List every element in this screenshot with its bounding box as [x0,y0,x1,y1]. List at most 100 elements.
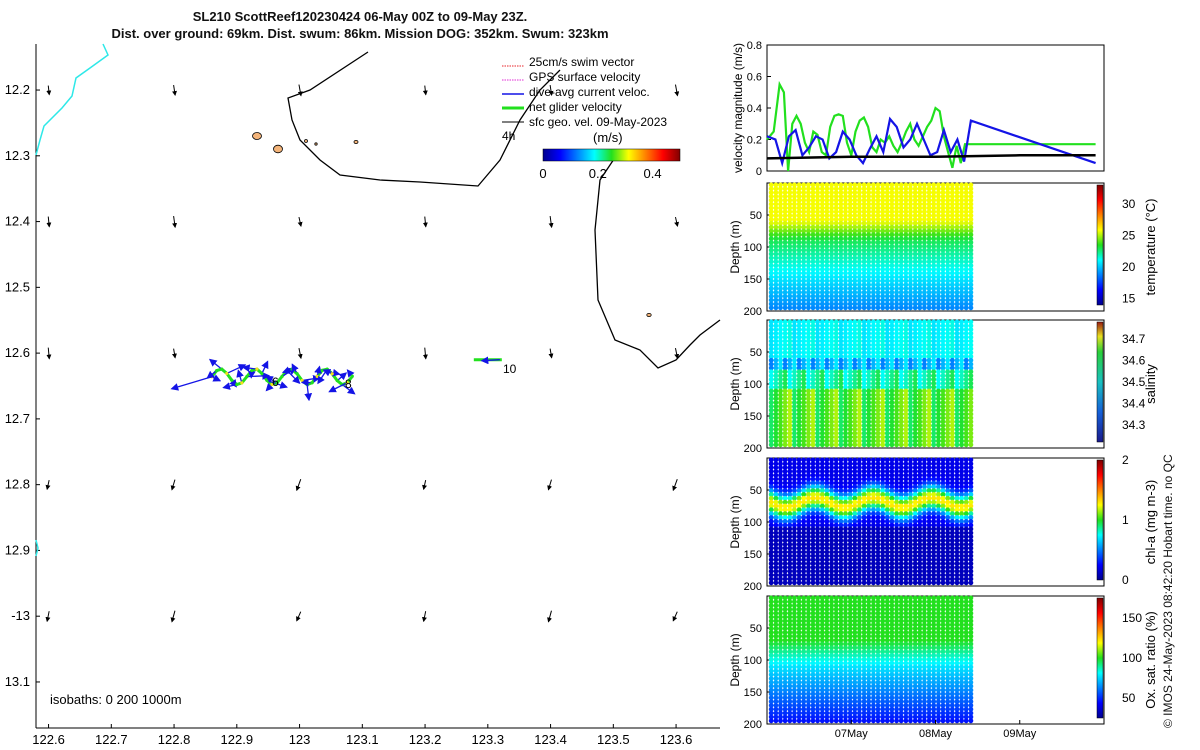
profile-sample-dot [880,430,886,436]
profile-sample-dot [843,438,848,444]
profile-sample-dot [940,334,946,340]
profile-sample-dot [922,228,927,234]
profile-sample-dot [963,201,969,207]
profile-sample-dot [847,465,853,470]
profile-sample-dot [959,331,964,336]
profile-sample-dot [778,492,783,497]
profile-sample-dot [903,530,909,536]
profile-sample-dot [945,338,951,344]
profile-sample-dot [871,244,876,249]
profile-sample-dot [963,511,969,517]
profile-sample-dot [787,290,793,295]
profile-sample-dot [880,301,886,307]
profile-sample-dot [833,404,839,409]
profile-sample-dot [871,488,876,493]
profile-sample-dot [949,507,955,513]
profile-sample-dot [875,342,881,348]
profile-sample-dot [810,319,816,325]
profile-sample-dot [954,499,960,505]
profile-y-tick-label: 150 [744,687,762,699]
profile-sample-dot [866,365,872,371]
profile-sample-dot [945,182,951,188]
profile-sample-dot [912,522,918,528]
profile-sample-dot [954,342,960,348]
profile-sample-dot [936,334,941,340]
profile-sample-dot [908,534,913,540]
profile-sample-dot [936,342,941,348]
profile-sample-dot [940,381,946,386]
velocity-y-tick-label: 0.6 [747,72,762,84]
profile-sample-dot [949,186,955,192]
profile-sample-dot [945,354,951,359]
profile-sample-dot [959,205,964,211]
profile-sample-dot [819,396,825,402]
profile-sample-dot [922,438,927,444]
profile-sample-dot [917,369,923,375]
profile-sample-dot [945,465,951,470]
profile-sample-dot [894,293,899,299]
profile-sample-dot [894,384,899,390]
profile-colorbar [1096,184,1104,306]
profile-sample-dot [792,469,797,474]
profile-sample-dot [815,400,820,405]
profile-sample-dot [908,334,913,340]
profile-sample-dot [889,190,895,196]
profile-sample-dot [773,350,779,355]
profile-sample-dot [815,373,820,379]
profile-sample-dot [806,484,811,490]
profile-sample-dot [847,278,853,284]
profile-sample-dot [857,346,862,352]
profile-sample-dot [894,251,899,257]
profile-sample-dot [819,415,825,421]
profile-sample-dot [903,427,909,432]
profile-sample-dot [903,357,909,363]
profile-sample-dot [931,553,937,559]
profile-sample-dot [819,251,825,257]
profile-sample-dot [852,519,858,524]
profile-sample-dot [792,557,797,563]
profile-sample-dot [926,488,932,493]
profile-sample-dot [778,381,783,386]
profile-sample-dot [922,542,927,547]
profile-sample-dot [773,545,779,551]
profile-sample-dot [912,495,918,501]
profile-sample-dot [778,331,783,336]
profile-sample-dot [959,415,964,421]
geo-velocity-vector [422,347,428,360]
profile-sample-dot [787,377,793,382]
profile-sample-dot [852,572,858,578]
profile-sample-dot [866,419,872,425]
profile-sample-dot [782,519,788,524]
profile-sample-dot [806,404,811,409]
profile-sample-dot [871,515,876,520]
profile-sample-dot [815,465,820,470]
profile-sample-dot [875,384,881,390]
profile-sample-dot [898,472,904,478]
profile-sample-dot [959,507,964,513]
profile-sample-dot [940,557,946,563]
map-colorbar-tick-label: 0.2 [589,166,607,181]
profile-sample-dot [898,350,904,355]
profile-sample-dot [861,530,867,536]
profile-sample-dot [857,197,862,203]
track-point [330,372,334,376]
waypoint-label-10: 10 [503,362,517,376]
profile-sample-dot [945,190,951,196]
profile-sample-dot [875,278,881,284]
dive-avg-current-vector [206,370,218,379]
profile-sample-dot [768,259,774,265]
profile-sample-dot [875,361,881,367]
profile-sample-dot [792,595,797,601]
profile-sample-dot [880,530,886,536]
profile-sample-dot [949,565,955,570]
profile-sample-dot [787,190,793,196]
profile-colorbar [1096,321,1104,443]
profile-sample-dot [792,411,797,417]
profile-sample-dot [815,507,820,513]
profile-sample-dot [833,526,839,532]
profile-sample-dot [871,415,876,421]
profile-sample-dot [889,442,895,448]
profile-sample-dot [801,255,807,261]
profile-sample-dot [912,407,918,413]
profile-sample-dot [815,384,820,390]
